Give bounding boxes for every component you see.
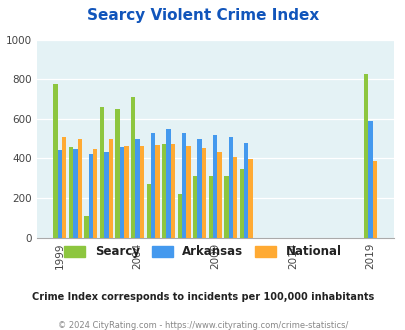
Bar xyxy=(239,169,243,238)
Text: Searcy Violent Crime Index: Searcy Violent Crime Index xyxy=(87,8,318,23)
Bar xyxy=(146,184,151,238)
Bar xyxy=(248,159,252,238)
Bar xyxy=(224,176,228,238)
Bar xyxy=(201,148,206,238)
Bar xyxy=(104,152,109,238)
Bar xyxy=(124,146,128,238)
Bar xyxy=(193,176,197,238)
Bar xyxy=(115,109,119,238)
Bar xyxy=(100,107,104,238)
Bar xyxy=(93,148,97,238)
Bar xyxy=(186,146,190,238)
Bar xyxy=(131,97,135,238)
Bar xyxy=(73,148,77,238)
Bar xyxy=(62,137,66,238)
Bar xyxy=(162,144,166,238)
Bar xyxy=(109,139,113,238)
Bar xyxy=(363,74,367,238)
Bar xyxy=(372,161,376,238)
Bar xyxy=(69,147,73,238)
Bar xyxy=(89,154,93,238)
Bar xyxy=(232,157,237,238)
Bar xyxy=(367,121,372,238)
Bar xyxy=(77,139,82,238)
Bar xyxy=(243,143,248,238)
Text: Crime Index corresponds to incidents per 100,000 inhabitants: Crime Index corresponds to incidents per… xyxy=(32,292,373,302)
Bar xyxy=(84,216,89,238)
Bar xyxy=(166,129,171,238)
Bar xyxy=(181,133,186,238)
Bar xyxy=(139,146,144,238)
Bar xyxy=(151,133,155,238)
Legend: Searcy, Arkansas, National: Searcy, Arkansas, National xyxy=(59,241,346,263)
Bar xyxy=(197,139,201,238)
Bar xyxy=(58,150,62,238)
Text: © 2024 CityRating.com - https://www.cityrating.com/crime-statistics/: © 2024 CityRating.com - https://www.city… xyxy=(58,321,347,330)
Bar xyxy=(119,147,124,238)
Bar xyxy=(171,144,175,238)
Bar xyxy=(217,152,221,238)
Bar xyxy=(155,145,159,238)
Bar xyxy=(53,84,58,238)
Bar xyxy=(135,139,139,238)
Bar xyxy=(228,137,232,238)
Bar xyxy=(213,135,217,238)
Bar xyxy=(208,176,213,238)
Bar xyxy=(177,194,181,238)
